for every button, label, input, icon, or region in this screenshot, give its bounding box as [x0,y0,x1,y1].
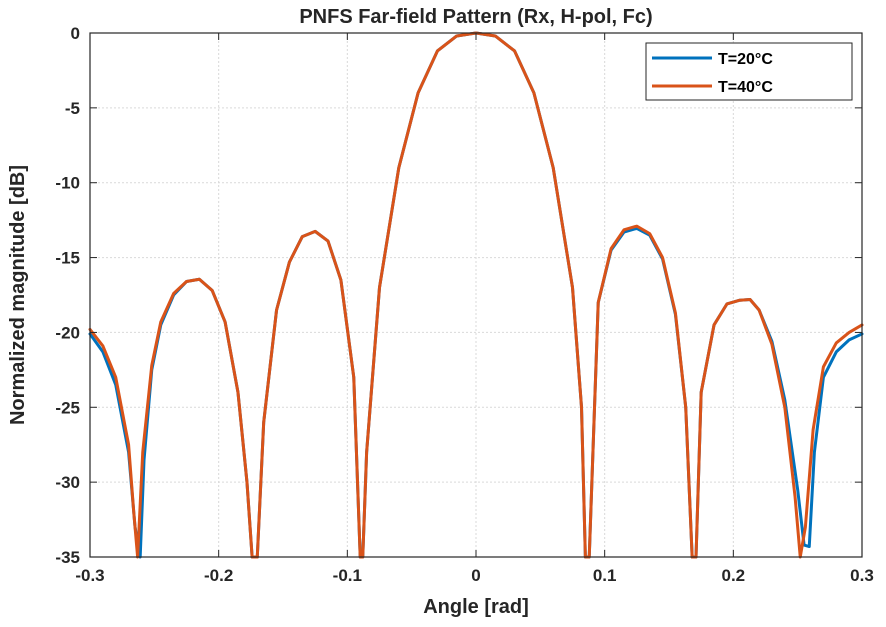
chart-title: PNFS Far-field Pattern (Rx, H-pol, Fc) [299,6,652,28]
y-tick-label: -25 [55,398,80,417]
x-tick-label: -0.1 [333,566,362,585]
y-axis-ticks: 0 -5 -10 -15 -20 -25 -30 -35 [55,24,862,567]
y-tick-label: -35 [55,548,80,567]
x-tick-label: -0.2 [204,566,233,585]
y-tick-label: -15 [55,249,80,268]
y-tick-label: -30 [55,473,80,492]
y-tick-label: -10 [55,174,80,193]
grid [90,33,862,557]
x-axis-label: Angle [rad] [423,596,529,618]
legend-box [645,42,853,101]
x-tick-label: 0.3 [850,566,874,585]
x-axis-ticks: -0.3 -0.2 -0.1 0 0.1 0.2 0.3 [75,33,874,585]
x-tick-label: 0.1 [593,566,617,585]
legend-label-series-2: T=40°C [718,79,773,96]
legend: T=20°C T=40°C [645,42,853,101]
x-tick-label: 0.2 [722,566,746,585]
x-tick-label: 0 [471,566,480,585]
y-tick-label: -20 [55,323,80,342]
legend-label-series-1: T=20°C [718,51,773,68]
y-axis-label: Normalized magnitude [dB] [7,165,29,425]
y-tick-label: 0 [71,24,80,43]
x-tick-label: -0.3 [75,566,104,585]
y-tick-label: -5 [65,99,80,118]
